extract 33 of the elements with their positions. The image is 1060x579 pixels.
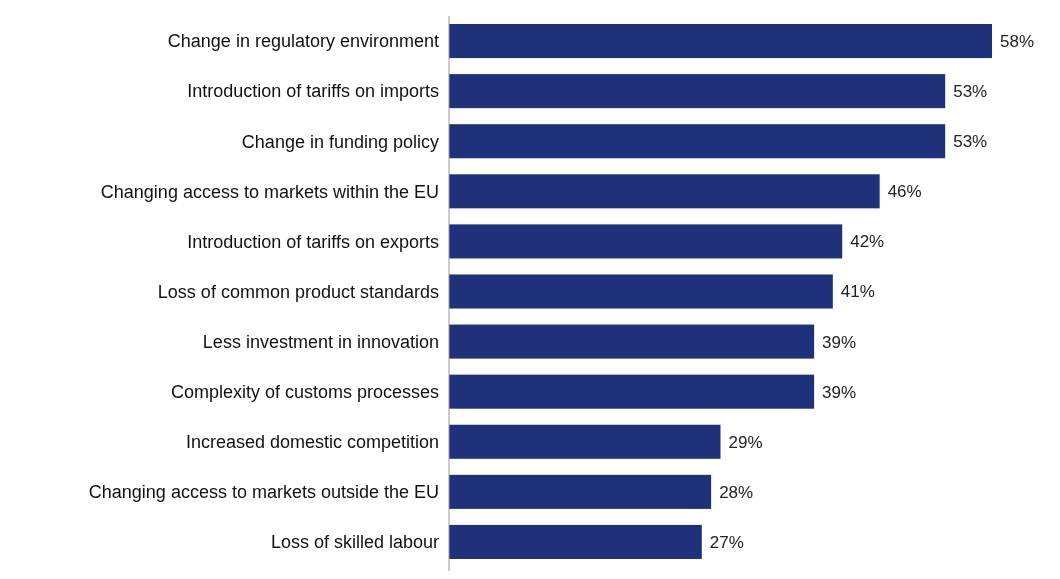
- y-tick-label: Loss of skilled labour: [270, 532, 439, 553]
- data-label: 42%: [850, 232, 885, 252]
- data-label: 53%: [953, 132, 988, 152]
- bar: [449, 224, 843, 259]
- bar: [449, 524, 702, 559]
- data-label: 46%: [887, 182, 922, 202]
- data-label: 58%: [1000, 32, 1035, 51]
- y-tick-label: Change in funding policy: [241, 131, 439, 152]
- bar: [449, 374, 815, 409]
- y-tick-label: Changing access to markets outside the EU: [88, 482, 439, 503]
- bar: [449, 474, 712, 509]
- data-label: 39%: [822, 382, 857, 402]
- bar: [449, 324, 815, 359]
- bar: [449, 174, 880, 209]
- data-label: 39%: [822, 332, 857, 352]
- y-tick-label: Introduction of tariffs on exports: [187, 231, 439, 252]
- bar: [449, 424, 721, 459]
- y-tick-label: Changing access to markets within the EU: [100, 181, 439, 202]
- y-tick-label: Less investment in innovation: [202, 331, 439, 352]
- data-label: 28%: [719, 482, 754, 502]
- data-label: 41%: [840, 282, 875, 302]
- data-label: 53%: [953, 82, 988, 102]
- bar: [449, 274, 833, 309]
- bar: [449, 124, 946, 159]
- bar: [449, 24, 992, 59]
- y-tick-label: Increased domestic competition: [185, 432, 439, 453]
- bar: [449, 74, 946, 109]
- data-label: 27%: [709, 532, 744, 552]
- y-tick-label: Introduction of tariffs on imports: [187, 81, 439, 102]
- data-label: 29%: [728, 432, 763, 452]
- y-tick-label: Change in regulatory environment: [167, 31, 439, 52]
- y-tick-label: Loss of common product standards: [157, 281, 439, 302]
- y-tick-label: Complexity of customs processes: [170, 381, 439, 402]
